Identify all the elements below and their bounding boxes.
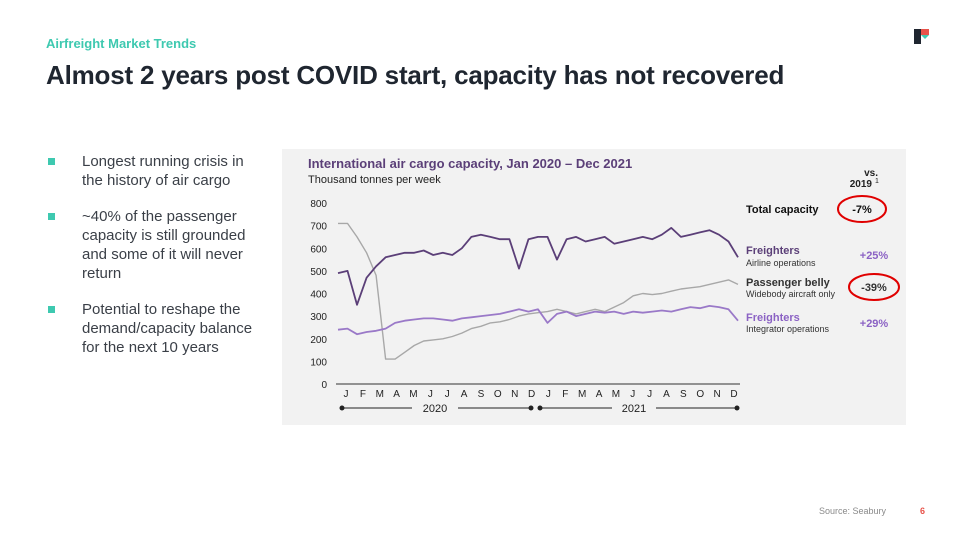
x-tick-label: M bbox=[376, 389, 384, 400]
y-tick-label: 200 bbox=[310, 335, 327, 346]
x-tick-label: D bbox=[730, 389, 737, 400]
x-tick-label: M bbox=[578, 389, 586, 400]
x-tick-label: J bbox=[546, 389, 551, 400]
chart-panel: International air cargo capacity, Jan 20… bbox=[282, 149, 906, 425]
x-tick-label: S bbox=[680, 389, 687, 400]
bullet-list: Longest running crisis in the history of… bbox=[46, 152, 266, 374]
bullet-square-icon bbox=[48, 213, 55, 220]
year-dot bbox=[537, 405, 543, 411]
legend-freighters-integrator-sub: Integrator operations bbox=[746, 324, 830, 334]
x-tick-label: A bbox=[461, 389, 468, 400]
y-tick-label: 100 bbox=[310, 357, 327, 368]
series-line-freighters-2 bbox=[337, 304, 739, 336]
y-tick-label: 600 bbox=[310, 244, 327, 255]
legend-freighters-airline-sub: Airline operations bbox=[746, 258, 816, 268]
year-label-2021: 2021 bbox=[622, 403, 646, 415]
x-tick-label: O bbox=[494, 389, 502, 400]
year-dot bbox=[339, 405, 345, 411]
series-lines bbox=[337, 222, 739, 360]
x-tick-label: N bbox=[511, 389, 518, 400]
x-tick-label: J bbox=[647, 389, 652, 400]
legend-freighters-integrator-name: Freighters bbox=[746, 312, 800, 324]
series-line-freighters-0 bbox=[337, 227, 739, 306]
year-dot bbox=[734, 405, 740, 411]
x-tick-label: F bbox=[562, 389, 568, 400]
footnote-marker: 1 bbox=[875, 178, 879, 185]
x-tick-label: J bbox=[344, 389, 349, 400]
x-tick-label: M bbox=[409, 389, 417, 400]
x-tick-label: A bbox=[663, 389, 670, 400]
x-tick-label: A bbox=[393, 389, 400, 400]
delta-freighters-airline: +25% bbox=[860, 250, 889, 262]
total-capacity-label: Total capacity bbox=[746, 204, 819, 216]
vs-year: 2019 bbox=[850, 179, 873, 190]
y-tick-label: 300 bbox=[310, 312, 327, 323]
x-tick-label: A bbox=[596, 389, 603, 400]
y-axis: 800 700 600 500 400 300 200 100 0 bbox=[310, 199, 327, 391]
brand-logo-icon bbox=[914, 29, 929, 44]
bullet-item: Longest running crisis in the history of… bbox=[46, 152, 266, 190]
year-dot bbox=[528, 405, 534, 411]
bullet-square-icon bbox=[48, 158, 55, 165]
x-tick-label: N bbox=[714, 389, 721, 400]
x-tick-label: M bbox=[612, 389, 620, 400]
capacity-line-chart: International air cargo capacity, Jan 20… bbox=[308, 156, 900, 415]
source-note: Source: Seabury bbox=[819, 506, 887, 516]
y-tick-label: 400 bbox=[310, 290, 327, 301]
section-eyebrow: Airfreight Market Trends bbox=[46, 36, 197, 51]
x-tick-label: J bbox=[428, 389, 433, 400]
bullet-text: Longest running crisis in the history of… bbox=[82, 153, 244, 189]
x-tick-label: S bbox=[478, 389, 485, 400]
bullet-item: Potential to reshape the demand/capacity… bbox=[46, 300, 266, 357]
year-label-2020: 2020 bbox=[423, 403, 447, 415]
y-tick-label: 0 bbox=[321, 380, 327, 391]
legend-passenger-belly-sub: Widebody aircraft only bbox=[746, 289, 836, 299]
x-tick-label: O bbox=[696, 389, 704, 400]
x-tick-label: D bbox=[528, 389, 535, 400]
delta-passenger-belly: -39% bbox=[861, 282, 887, 294]
comparison-header: vs. 2019 1 bbox=[850, 168, 879, 190]
series-line-passenger-belly-1 bbox=[338, 222, 739, 360]
year-brackets: 2020 2021 bbox=[339, 403, 740, 415]
slide-title: Almost 2 years post COVID start, capacit… bbox=[46, 60, 785, 90]
x-tick-label: J bbox=[630, 389, 635, 400]
x-tick-label: F bbox=[360, 389, 366, 400]
legend-passenger-belly-name: Passenger belly bbox=[746, 277, 831, 289]
bullet-text: ~40% of the passenger capacity is still … bbox=[82, 208, 246, 282]
bullet-square-icon bbox=[48, 306, 55, 313]
bullet-item: ~40% of the passenger capacity is still … bbox=[46, 207, 266, 283]
x-tick-label: J bbox=[445, 389, 450, 400]
y-tick-label: 800 bbox=[310, 199, 327, 210]
vs-label: vs. bbox=[864, 168, 878, 179]
chart-subtitle: Thousand tonnes per week bbox=[308, 174, 441, 186]
vs-year-label: 2019 bbox=[850, 179, 873, 190]
highlight-circle-belly bbox=[848, 273, 900, 301]
delta-freighters-integrator: +29% bbox=[860, 318, 889, 330]
y-tick-label: 700 bbox=[310, 222, 327, 233]
bullet-text: Potential to reshape the demand/capacity… bbox=[82, 301, 253, 356]
page-number: 6 bbox=[920, 506, 926, 516]
highlight-circle-total bbox=[837, 195, 887, 223]
legend-freighters-airline-name: Freighters bbox=[746, 245, 800, 257]
total-capacity-value: -7% bbox=[852, 204, 872, 216]
chart-title: International air cargo capacity, Jan 20… bbox=[308, 156, 632, 171]
y-tick-label: 500 bbox=[310, 267, 327, 278]
